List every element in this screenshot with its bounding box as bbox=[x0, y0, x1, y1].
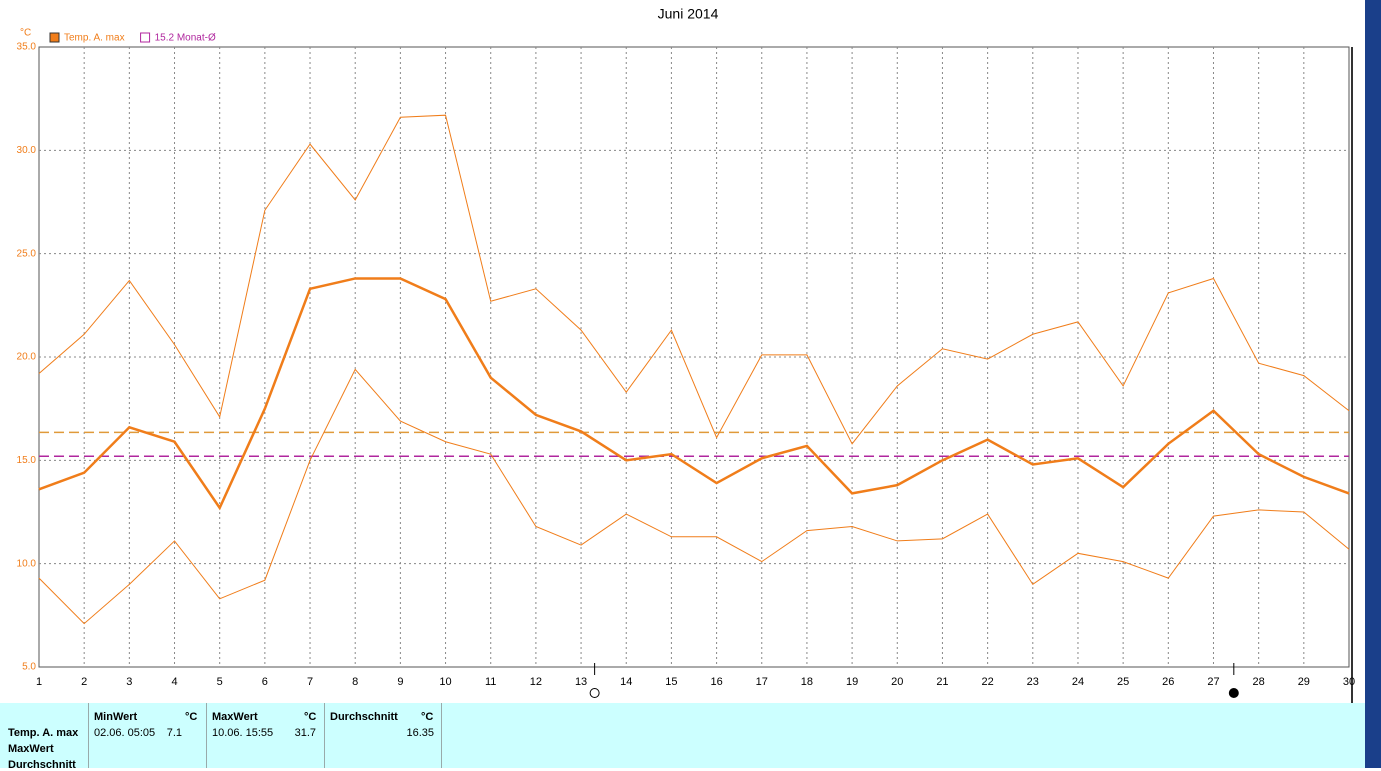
x-tick-label: 3 bbox=[126, 676, 132, 688]
x-tick-label: 13 bbox=[575, 676, 587, 688]
x-tick-label: 22 bbox=[981, 676, 993, 688]
x-tick-label: 25 bbox=[1117, 676, 1129, 688]
header-unit: °C bbox=[304, 711, 317, 723]
x-tick-label: 20 bbox=[891, 676, 903, 688]
legend-swatch bbox=[140, 32, 151, 43]
x-tick-label: 26 bbox=[1162, 676, 1174, 688]
x-tick-label: 14 bbox=[620, 676, 632, 688]
y-tick-label: 5.0 bbox=[22, 662, 36, 673]
header: Durchschnitt bbox=[330, 711, 398, 723]
separator bbox=[88, 703, 89, 768]
series-line bbox=[38, 368, 1350, 625]
x-tick-label: 4 bbox=[171, 676, 177, 688]
x-tick-label: 10 bbox=[439, 676, 451, 688]
x-tick-label: 29 bbox=[1298, 676, 1310, 688]
x-tick-label: 18 bbox=[801, 676, 813, 688]
desktop-edge bbox=[1365, 0, 1381, 768]
chart-title: Juni 2014 bbox=[658, 6, 719, 22]
x-tick-label: 15 bbox=[665, 676, 677, 688]
x-tick-label: 8 bbox=[352, 676, 358, 688]
row-label: MaxWert bbox=[8, 743, 54, 755]
legend-label: 15.2 Monat-Ø bbox=[155, 33, 216, 44]
y-tick-label: 25.0 bbox=[17, 248, 37, 259]
unit-label: °C bbox=[20, 28, 31, 39]
cell: 7.1 bbox=[166, 727, 182, 739]
separator bbox=[441, 703, 442, 768]
x-tick-label: 11 bbox=[485, 676, 496, 688]
separator bbox=[206, 703, 207, 768]
y-tick-label: 10.0 bbox=[17, 558, 37, 569]
moon-symbol bbox=[589, 688, 600, 698]
x-tick-label: 9 bbox=[397, 676, 403, 688]
moon-symbol bbox=[1228, 688, 1239, 698]
separator bbox=[324, 703, 325, 768]
x-tick-label: 17 bbox=[756, 676, 768, 688]
y-tick-label: 15.0 bbox=[17, 455, 37, 466]
x-tick-label: 24 bbox=[1072, 676, 1084, 688]
cell: 31.7 bbox=[294, 727, 316, 739]
x-tick-label: 28 bbox=[1253, 676, 1265, 688]
y-tick-label: 35.0 bbox=[17, 42, 37, 53]
x-tick-label: 19 bbox=[846, 676, 858, 688]
header-unit: °C bbox=[421, 711, 434, 723]
x-tick-label: 16 bbox=[710, 676, 722, 688]
legend-label: Temp. A. max bbox=[64, 33, 125, 44]
x-tick-label: 1 bbox=[36, 676, 42, 688]
chart: Juni 2014 °C 5.0 10.0 15.0 20.0 25.0 30.0 35.0… bbox=[17, 6, 1355, 703]
row-label: Durchschnitt bbox=[8, 759, 76, 771]
x-tick-label: 30 bbox=[1343, 676, 1355, 688]
y-tick-label: 20.0 bbox=[17, 352, 37, 363]
legend-swatch bbox=[49, 32, 60, 43]
x-tick-label: 7 bbox=[307, 676, 313, 688]
series-line bbox=[38, 114, 1350, 445]
y-tick-label: 30.0 bbox=[17, 145, 37, 156]
row-label: Temp. A. max bbox=[8, 727, 79, 739]
cell: 02.06. 05:05 bbox=[94, 727, 156, 739]
x-tick-label: 2 bbox=[81, 676, 87, 688]
x-tick-label: 27 bbox=[1207, 676, 1219, 688]
stats-panel: MinWert °C MaxWert °C Durchschnitt °C Te… bbox=[0, 703, 1365, 771]
series-line bbox=[38, 277, 1350, 511]
x-tick-label: 6 bbox=[262, 676, 268, 688]
cell: 10.06. 15:55 bbox=[212, 727, 274, 739]
header: MinWert bbox=[94, 711, 138, 723]
x-tick-label: 21 bbox=[936, 676, 948, 688]
header: MaxWert bbox=[212, 711, 258, 723]
x-tick-label: 23 bbox=[1027, 676, 1039, 688]
x-tick-label: 12 bbox=[530, 676, 542, 688]
x-tick-label: 5 bbox=[217, 676, 223, 688]
header-unit: °C bbox=[185, 711, 198, 723]
cell: 16.35 bbox=[406, 727, 434, 739]
